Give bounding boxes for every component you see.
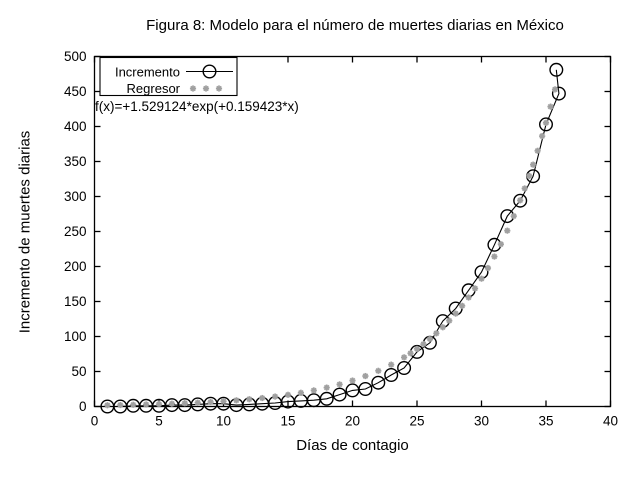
y-tick-label: 250 bbox=[64, 224, 87, 239]
x-tick-label: 5 bbox=[155, 414, 163, 429]
chart-title: Figura 8: Modelo para el número de muert… bbox=[146, 17, 564, 34]
x-axis-label: Días de contagio bbox=[296, 437, 409, 454]
fit-equation-label: f(x)=+1.529124*exp(+0.159423*x) bbox=[95, 99, 299, 114]
x-tick-label: 0 bbox=[91, 414, 99, 429]
legend-label-incremento: Incremento bbox=[115, 65, 180, 80]
y-tick-label: 450 bbox=[64, 84, 87, 99]
x-tick-label: 25 bbox=[409, 414, 424, 429]
series-incremento bbox=[100, 62, 566, 414]
y-tick-label: 200 bbox=[64, 259, 87, 274]
x-tick-label: 20 bbox=[345, 414, 360, 429]
y-tick-label: 0 bbox=[79, 399, 87, 414]
y-axis-ticks: 0 50 100 150 200 250 300 350 400 450 500 bbox=[64, 49, 611, 414]
series-regresor bbox=[104, 86, 559, 409]
y-tick-label: 50 bbox=[71, 364, 86, 379]
legend-label-regresor: Regresor bbox=[127, 81, 181, 96]
x-tick-label: 30 bbox=[474, 414, 489, 429]
y-tick-label: 500 bbox=[64, 49, 87, 64]
x-tick-label: 40 bbox=[603, 414, 618, 429]
x-tick-label: 10 bbox=[216, 414, 231, 429]
y-tick-label: 350 bbox=[64, 154, 87, 169]
y-tick-label: 300 bbox=[64, 189, 87, 204]
y-tick-label: 400 bbox=[64, 119, 87, 134]
x-axis-ticks: 0 5 10 15 20 25 30 35 40 bbox=[91, 56, 618, 429]
x-tick-label: 15 bbox=[280, 414, 295, 429]
y-tick-label: 100 bbox=[64, 329, 87, 344]
y-tick-label: 150 bbox=[64, 294, 87, 309]
x-tick-label: 35 bbox=[538, 414, 553, 429]
